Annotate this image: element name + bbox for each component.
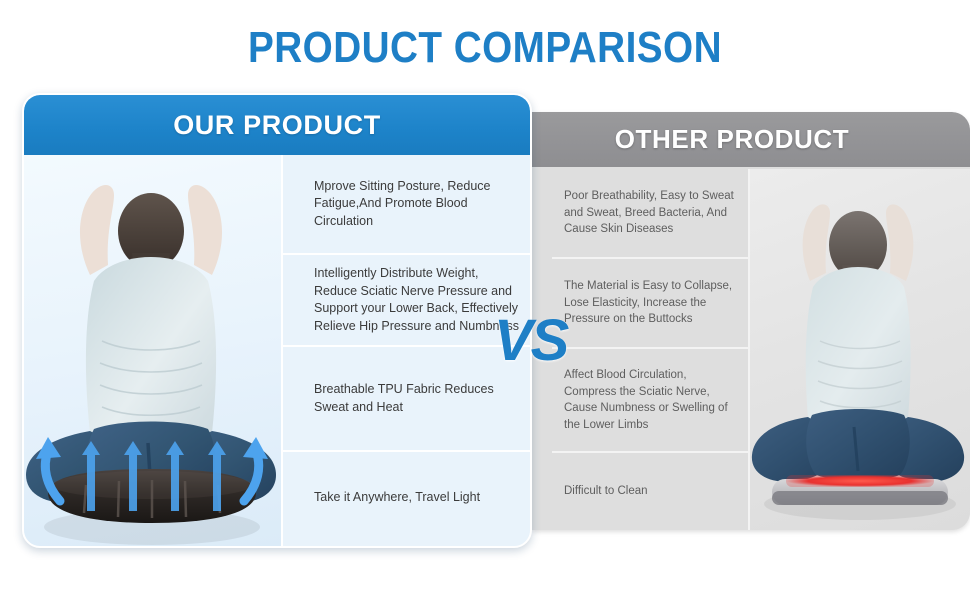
other-product-drawback-item: Poor Breathability, Easy to Sweat and Sw… xyxy=(552,169,748,259)
our-product-panel: OUR PRODUCT xyxy=(22,93,532,548)
our-product-feature-text: Breathable TPU Fabric Reduces Sweat and … xyxy=(314,382,494,414)
other-product-drawback-text: Affect Blood Circulation, Compress the S… xyxy=(564,369,728,431)
other-product-header: OTHER PRODUCT xyxy=(532,112,970,167)
other-product-drawback-list: Poor Breathability, Easy to Sweat and Sw… xyxy=(552,169,748,530)
other-product-drawback-text: Difficult to Clean xyxy=(564,485,648,498)
other-product-drawback-text: Poor Breathability, Easy to Sweat and Sw… xyxy=(564,190,734,236)
other-product-header-label: OTHER PRODUCT xyxy=(614,124,850,154)
our-product-figure-illustration xyxy=(26,184,276,545)
our-product-column-divider xyxy=(281,155,283,546)
our-product-header: OUR PRODUCT xyxy=(24,95,530,155)
other-product-drawback-item: Difficult to Clean xyxy=(552,453,748,530)
other-product-figure-illustration xyxy=(751,204,965,520)
other-product-panel: OTHER PRODUCT Poor Breathability, Easy t… xyxy=(532,112,970,530)
other-product-body: Poor Breathability, Easy to Sweat and Sw… xyxy=(532,169,970,530)
our-product-feature-item: Take it Anywhere, Travel Light xyxy=(283,452,530,544)
our-product-feature-text: Take it Anywhere, Travel Light xyxy=(314,490,481,505)
our-product-header-label: OUR PRODUCT xyxy=(173,110,381,140)
our-product-photo xyxy=(24,155,281,546)
our-product-feature-text: Intelligently Distribute Weight, Reduce … xyxy=(314,266,519,333)
heat-indicator-band xyxy=(786,475,934,487)
page-title: PRODUCT COMPARISON xyxy=(247,23,722,72)
other-product-drawback-text: The Material is Easy to Collapse, Lose E… xyxy=(564,280,733,326)
our-product-feature-text: Mprove Sitting Posture, Reduce Fatigue,A… xyxy=(314,178,491,228)
our-product-feature-item: Mprove Sitting Posture, Reduce Fatigue,A… xyxy=(283,155,530,255)
airflow-curve-arrowhead-icon xyxy=(36,437,268,459)
our-product-body: Mprove Sitting Posture, Reduce Fatigue,A… xyxy=(24,155,530,546)
our-product-feature-list: Mprove Sitting Posture, Reduce Fatigue,A… xyxy=(283,155,530,546)
other-product-photo xyxy=(750,169,970,530)
vs-badge: VS xyxy=(494,308,569,373)
other-product-column-divider xyxy=(748,169,750,530)
other-product-drawback-item: The Material is Easy to Collapse, Lose E… xyxy=(552,259,748,349)
airflow-arrow-icon xyxy=(82,441,226,511)
our-product-feature-item: Breathable TPU Fabric Reduces Sweat and … xyxy=(283,347,530,452)
our-product-feature-item: Intelligently Distribute Weight, Reduce … xyxy=(283,255,530,347)
other-product-drawback-item: Affect Blood Circulation, Compress the S… xyxy=(552,349,748,453)
